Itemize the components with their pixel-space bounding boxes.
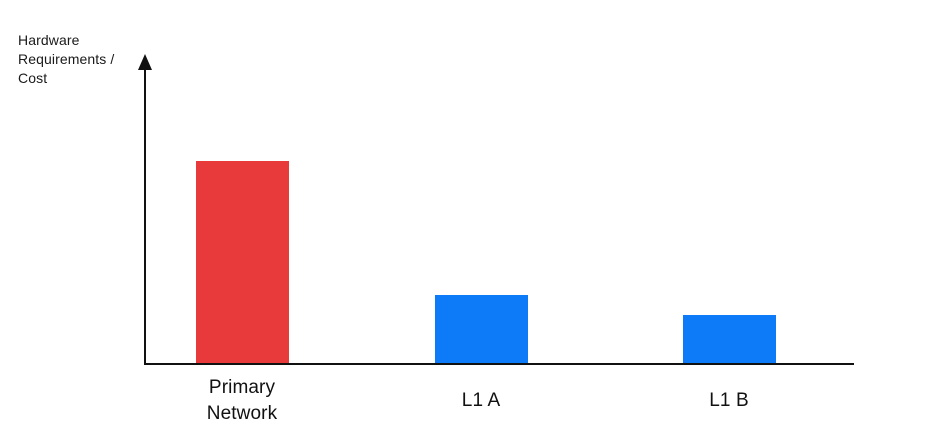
x-axis-label-l1-a: L1 A — [461, 390, 501, 411]
bar-l1-b — [682, 315, 776, 364]
x-axis-label-l1-b: L1 B — [709, 390, 749, 411]
x-axis-label-primary-network: Primary Network — [206, 377, 278, 424]
bar-l1-a — [434, 295, 528, 364]
y-axis-label: Hardware Requirements / Cost — [18, 32, 115, 86]
bar-primary-network — [195, 161, 289, 364]
y-axis-line — [144, 62, 146, 365]
x-axis-line — [144, 363, 854, 365]
